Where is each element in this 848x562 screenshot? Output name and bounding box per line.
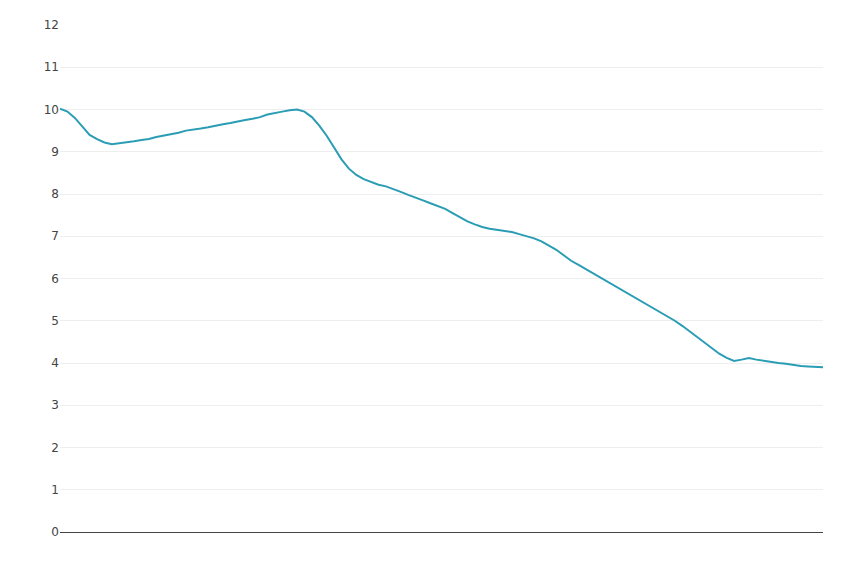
svg-text:0: 0 (51, 525, 59, 539)
svg-text:6: 6 (51, 272, 59, 286)
svg-text:5: 5 (51, 314, 59, 328)
svg-text:9: 9 (51, 145, 59, 159)
svg-text:3: 3 (51, 398, 59, 412)
svg-text:4: 4 (51, 356, 59, 370)
svg-text:1: 1 (51, 483, 59, 497)
svg-text:7: 7 (51, 229, 59, 243)
svg-text:2: 2 (51, 441, 59, 455)
svg-text:12: 12 (44, 18, 59, 32)
svg-text:8: 8 (51, 187, 59, 201)
svg-text:10: 10 (44, 103, 59, 117)
svg-text:11: 11 (44, 60, 59, 74)
